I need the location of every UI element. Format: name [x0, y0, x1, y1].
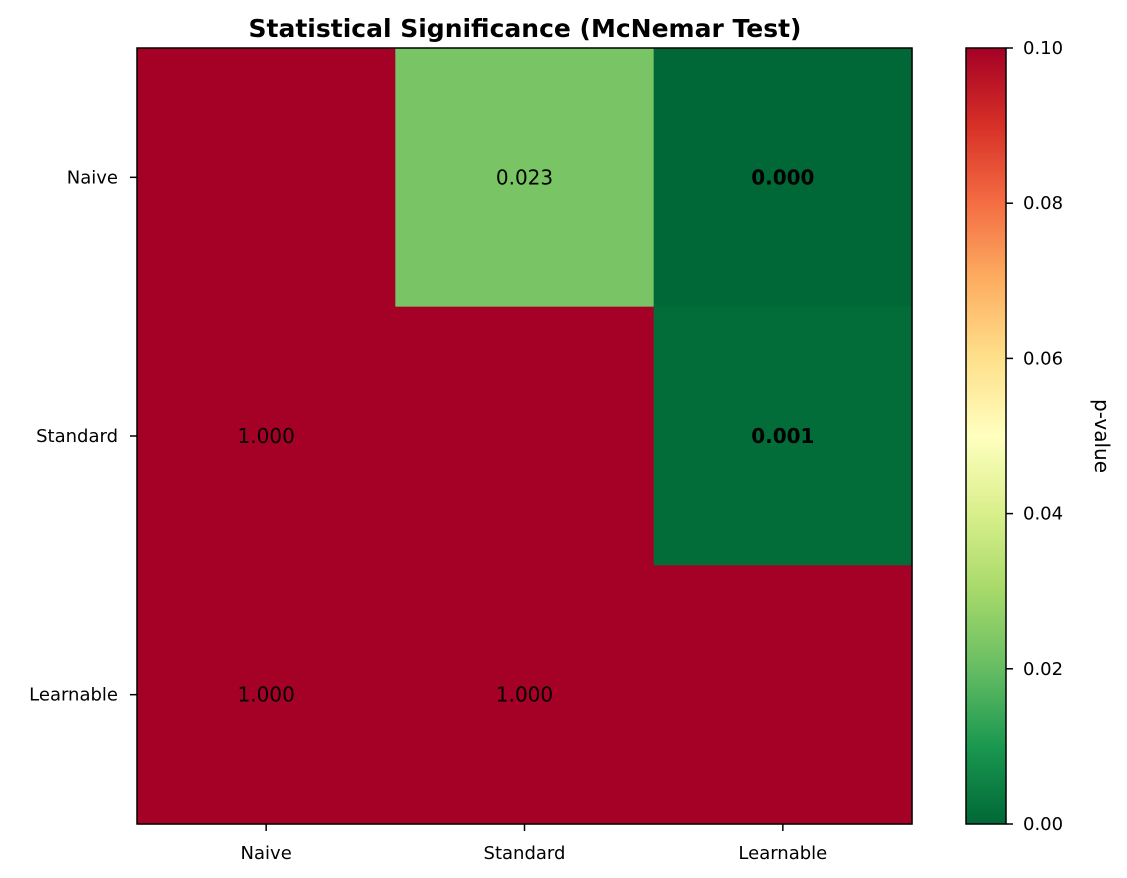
colorbar-tick-label: 0.00 [1023, 814, 1063, 835]
heatmap-cell [137, 48, 396, 308]
y-axis-ticks: Naive Standard Learnable [29, 167, 137, 706]
heatmap-cell [653, 306, 913, 566]
colorbar-tick-label: 0.10 [1023, 38, 1063, 59]
heatmap-cell [395, 306, 655, 566]
heatmap-cells [137, 48, 913, 825]
colorbar-tick-label: 0.06 [1023, 348, 1063, 369]
cell-value-label: 0.023 [496, 165, 553, 189]
colorbar-tick-label: 0.02 [1023, 659, 1063, 680]
cell-value-label: 0.001 [751, 424, 814, 448]
heatmap-cell [653, 48, 913, 308]
y-tick-label: Naive [67, 167, 118, 188]
colorbar-label: p-value [1090, 399, 1114, 473]
colorbar-tick-label: 0.08 [1023, 193, 1063, 214]
colorbar-tick-label: 0.04 [1023, 504, 1063, 525]
colorbar-ticks: 0.00 0.02 0.04 0.06 0.08 0.10 [1006, 38, 1063, 835]
x-tick-label: Learnable [738, 843, 827, 864]
heatmap-cell [653, 565, 913, 825]
heatmap-cell [395, 48, 655, 308]
y-tick-label: Standard [36, 426, 118, 447]
cell-value-label: 0.000 [751, 165, 814, 189]
cell-value-label: 1.000 [238, 683, 295, 707]
x-tick-label: Naive [241, 843, 292, 864]
y-tick-label: Learnable [29, 685, 118, 706]
heatmap-cell [137, 306, 396, 566]
colorbar [965, 47, 1007, 825]
heatmap-cell-labels: 0.023 0.000 1.000 0.001 1.000 1.000 [238, 165, 815, 706]
chart-title: Statistical Significance (McNemar Test) [249, 14, 802, 43]
cell-value-label: 1.000 [238, 424, 295, 448]
heatmap-cell [137, 565, 396, 825]
x-axis-ticks: Naive Standard Learnable [241, 824, 827, 864]
x-tick-label: Standard [484, 843, 566, 864]
cell-value-label: 1.000 [496, 683, 553, 707]
heatmap-cell [395, 565, 655, 825]
